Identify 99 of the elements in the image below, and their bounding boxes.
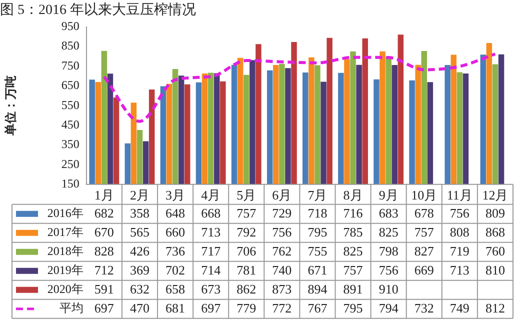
data-label: 757 (343, 262, 364, 278)
data-label: 681 (166, 300, 186, 316)
data-label: 660 (166, 224, 186, 240)
legend-label: 2020年 (47, 282, 84, 296)
data-label: 565 (130, 224, 150, 240)
data-label: 732 (414, 300, 434, 316)
data-label: 760 (485, 243, 505, 258)
legend-label: 2019年 (47, 263, 84, 278)
data-label: 756 (450, 205, 470, 220)
data-label: 779 (236, 300, 256, 316)
y-axis-title: 单位：万吨 (3, 76, 18, 137)
data-label: 894 (308, 281, 328, 296)
data-label: 673 (201, 281, 221, 296)
data-label: 910 (378, 281, 398, 296)
y-tick-label: 850 (61, 38, 80, 53)
data-label: 718 (308, 205, 328, 220)
x-tick-label: 11月 (446, 188, 472, 203)
data-label: 798 (378, 243, 398, 258)
data-label: 873 (272, 281, 292, 296)
chart-title: 图 5：2016 年以来大豆压榨情况 (0, 2, 196, 18)
data-label: 809 (485, 205, 505, 220)
data-label: 697 (94, 300, 114, 316)
data-label: 825 (378, 224, 398, 240)
data-label: 792 (236, 224, 256, 240)
data-label: 756 (272, 224, 292, 240)
data-label: 862 (236, 281, 256, 296)
data-label: 719 (450, 243, 470, 258)
x-tick-label: 10月 (411, 188, 438, 203)
data-label: 828 (94, 243, 114, 258)
data-label: 714 (201, 262, 222, 278)
line-series (102, 52, 497, 123)
data-label: 683 (378, 205, 398, 220)
data-label: 369 (130, 262, 150, 278)
data-label: 825 (343, 243, 363, 258)
data-label: 658 (166, 281, 186, 296)
data-label: 772 (272, 300, 292, 316)
data-label: 810 (485, 262, 505, 278)
data-label: 702 (166, 262, 186, 278)
x-tick-label: 7月 (308, 188, 328, 203)
x-tick-label: 3月 (166, 188, 186, 203)
data-label: 785 (343, 224, 363, 240)
data-label: 648 (166, 205, 186, 220)
data-label: 757 (414, 224, 434, 240)
data-label: 716 (343, 205, 364, 220)
data-label: 757 (236, 205, 257, 220)
legend-label: 2017年 (47, 225, 84, 240)
legend-label: 2016年 (47, 206, 84, 220)
y-tick-label: 750 (61, 58, 80, 72)
data-label: 868 (485, 224, 505, 240)
data-label: 670 (94, 224, 114, 240)
data-label: 712 (94, 262, 114, 278)
data-label: 749 (450, 300, 470, 316)
data-label: 794 (378, 300, 399, 316)
legend-label: 2018年 (47, 244, 84, 258)
data-label: 426 (130, 243, 150, 258)
x-tick-label: 9月 (378, 188, 398, 203)
y-tick-label: 250 (61, 156, 80, 171)
data-label: 736 (166, 243, 186, 258)
data-label: 632 (130, 281, 150, 296)
data-label: 808 (450, 224, 470, 240)
data-label: 668 (201, 205, 221, 220)
data-label: 678 (414, 205, 434, 220)
data-label: 697 (201, 300, 222, 316)
data-label: 470 (130, 300, 150, 316)
data-label: 706 (236, 243, 257, 258)
data-label: 682 (94, 205, 114, 220)
y-tick-label: 650 (61, 78, 80, 92)
data-label: 358 (130, 205, 150, 220)
data-label: 669 (414, 262, 434, 278)
y-tick-label: 450 (61, 117, 80, 132)
data-label: 756 (378, 262, 399, 278)
data-label: 713 (450, 262, 470, 278)
y-tick-label: 550 (61, 98, 80, 112)
x-tick-label: 2月 (130, 188, 150, 203)
data-label: 740 (272, 262, 292, 278)
x-tick-label: 6月 (272, 188, 292, 203)
data-label: 671 (308, 262, 328, 278)
data-label: 591 (94, 281, 114, 296)
y-tick-label: 350 (61, 137, 80, 152)
data-label: 891 (343, 281, 363, 296)
y-tick-label: 150 (61, 176, 80, 191)
x-tick-label: 12月 (482, 188, 508, 203)
data-label: 713 (201, 224, 221, 240)
x-tick-label: 5月 (236, 188, 256, 203)
x-tick-label: 4月 (201, 188, 221, 203)
y-tick-label: 950 (61, 18, 80, 33)
data-label: 717 (201, 243, 222, 258)
x-tick-label: 8月 (343, 188, 363, 203)
x-tick-label: 1月 (94, 188, 114, 203)
data-label: 755 (308, 243, 328, 258)
data-label: 781 (236, 262, 256, 278)
legend-label: 平均 (59, 301, 84, 316)
data-label: 795 (308, 224, 328, 240)
data-label: 812 (485, 300, 505, 316)
data-label: 827 (414, 243, 434, 258)
data-label: 795 (343, 300, 363, 316)
data-label: 762 (272, 243, 292, 258)
data-label: 767 (308, 300, 328, 316)
data-label: 729 (272, 205, 292, 220)
